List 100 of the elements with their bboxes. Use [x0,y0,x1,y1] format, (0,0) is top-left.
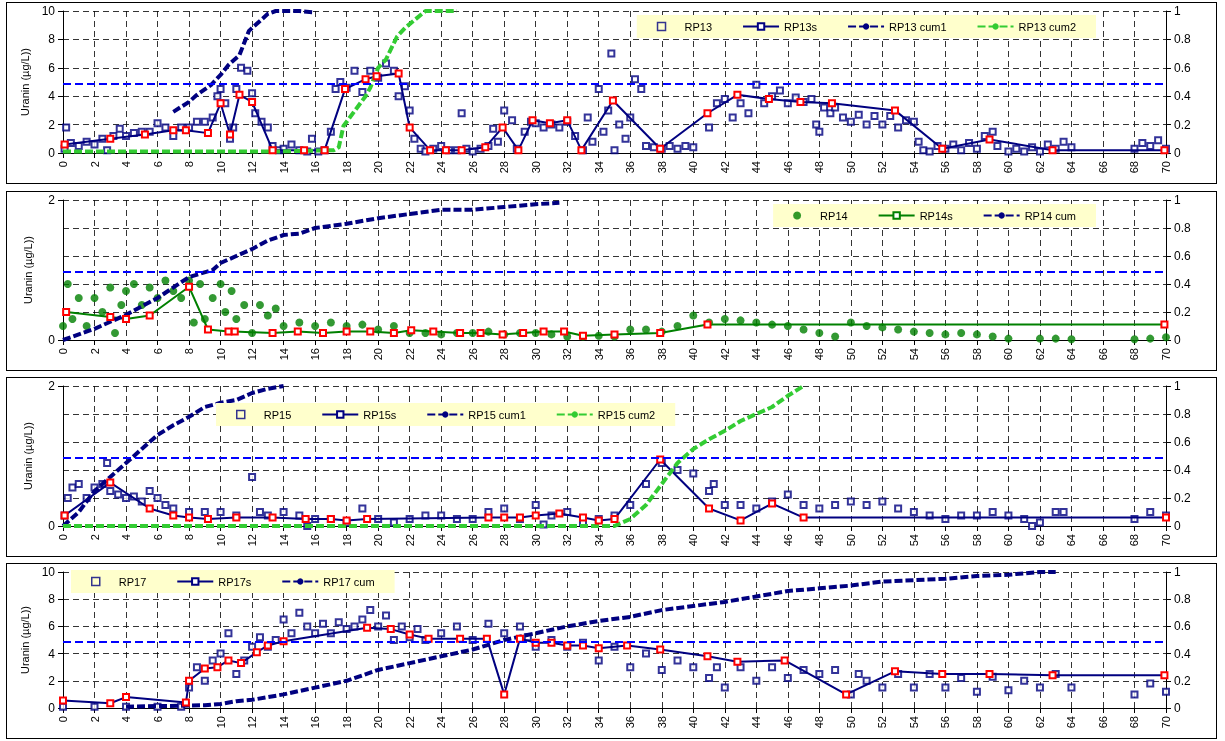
point [318,329,327,337]
x-tick-label: 16 [309,534,322,547]
point [59,696,67,705]
point [890,106,899,115]
x-tick-label: 40 [687,716,700,729]
point [441,146,450,155]
y-tick-label: 4 [48,646,56,661]
x-tick-label: 26 [466,348,479,361]
x-tick-label: 44 [750,161,763,174]
y-tick-label: 8 [48,592,56,607]
x-tick-label: 54 [907,161,920,174]
y2-tick-label: 0.2 [1174,673,1192,688]
y-tick-label: 6 [48,619,56,634]
y-tick-label: 8 [48,32,56,47]
point [394,69,403,78]
x-tick-label: 8 [183,716,196,723]
x-tick-label: 48 [813,716,826,729]
y2-tick-label: 0.6 [1174,60,1192,75]
x-tick-label: 24 [435,716,448,729]
y2-tick-label: 0.2 [1174,117,1192,132]
x-tick-label: 64 [1065,534,1078,547]
point [230,327,239,336]
x-tick-label: 60 [1002,161,1015,174]
y-tick-label: 2 [48,117,56,132]
y-tick-label: 6 [48,60,56,75]
y-tick-label: 2 [48,673,56,688]
point [386,625,395,634]
x-tick-label: 12 [246,716,259,729]
x-tick-label: 22 [403,534,416,547]
point [252,648,261,657]
point [733,657,742,666]
x-tick-label: 30 [529,716,542,729]
point [656,645,665,654]
legend-label: RP15 cum2 [597,408,656,421]
point [498,123,507,132]
y2-tick-label: 0.8 [1174,592,1192,607]
y2-tick-label: 0.8 [1174,221,1192,235]
legend-label: RP13s [784,20,818,33]
x-tick-label: 44 [750,716,763,729]
point [703,652,712,661]
x-tick-label: 38 [655,348,668,361]
point [610,515,619,523]
x-tick-label: 54 [907,534,920,547]
point [780,656,789,665]
x-tick-label: 34 [592,348,605,361]
y-tick-label: 10 [41,4,56,18]
x-tick-label: 10 [214,716,227,729]
point [405,123,414,132]
x-tick-label: 70 [1160,716,1172,729]
y2-tick-label: 1 [1174,379,1181,393]
x-tick-label: 64 [1065,716,1078,729]
x-tick-label: 32 [561,534,574,547]
point [1160,671,1169,680]
x-tick-label: 8 [183,534,196,541]
x-tick-label: 50 [844,534,857,547]
legend-label: RP13 cum2 [1018,20,1077,33]
point [106,699,115,708]
x-tick-label: 6 [151,348,164,355]
y2-tick-label: 0.8 [1174,407,1192,421]
y-axis-title: Uranin (µg/L)) [21,235,34,305]
x-tick-label: 6 [151,161,164,168]
point [531,511,540,520]
point [456,329,465,337]
point [703,109,712,118]
point [169,511,178,520]
x-tick-label: 14 [277,534,290,547]
x-tick-label: 26 [466,161,479,174]
x-tick-label: 12 [246,348,259,361]
x-tick-label: 30 [529,534,542,547]
point [203,325,212,334]
point [389,329,398,337]
legend-label: RP17s [218,575,252,588]
x-tick-label: 28 [498,534,511,547]
x-tick-label: 8 [183,348,196,355]
point [363,623,372,632]
x-tick-label: 2 [88,716,101,723]
point [484,513,493,522]
x-tick-label: 44 [750,534,763,547]
point [169,126,178,135]
y2-tick-label: 0.4 [1174,89,1192,104]
x-tick-label: 10 [214,534,227,547]
y2-tick-label: 0.2 [1174,491,1192,505]
x-tick-label: 24 [435,161,448,174]
legend-label: RP15 cum1 [468,408,526,421]
x-tick-label: 54 [907,348,920,361]
x-tick-label: 12 [246,534,259,547]
y-axis-title: Uranin (µg/L)) [19,47,32,117]
x-tick-label: 50 [844,716,857,729]
y-axis-title: Uranin (µg/L)) [19,605,32,675]
legend-label: RP14 [820,209,848,222]
x-tick-label: 20 [372,716,385,729]
point [361,75,370,84]
x-tick-label: 6 [151,716,164,723]
y2-tick-label: 0.2 [1174,305,1192,319]
x-tick-label: 22 [403,161,416,174]
y2-tick-label: 0.4 [1174,463,1192,477]
x-tick-label: 56 [939,534,952,547]
x-tick-label: 66 [1096,161,1109,174]
x-tick-label: 4 [120,534,133,541]
x-tick-label: 42 [718,348,731,361]
